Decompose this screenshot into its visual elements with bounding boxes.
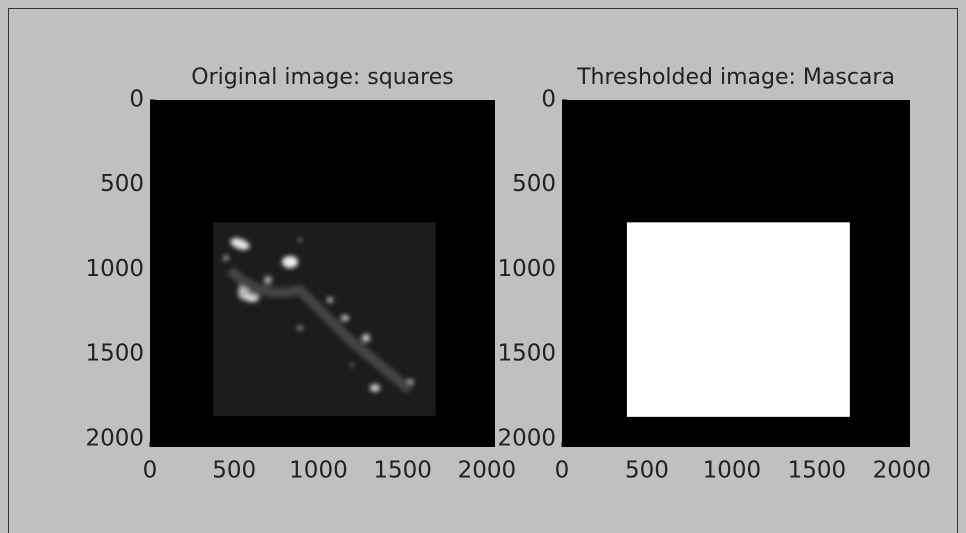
x-tick-label: 500 bbox=[625, 458, 669, 484]
y-tick-label: 500 bbox=[100, 171, 144, 197]
x-tick-label: 1500 bbox=[788, 458, 847, 484]
y-tick-label: 1500 bbox=[497, 341, 556, 367]
y-tick-label: 2000 bbox=[85, 425, 144, 451]
y-tick-label: 500 bbox=[512, 171, 556, 197]
x-tick-label: 2000 bbox=[873, 458, 932, 484]
x-tick-label: 500 bbox=[212, 458, 256, 484]
y-tick-label: 2000 bbox=[497, 425, 556, 451]
x-tick-label: 1000 bbox=[289, 458, 348, 484]
x-tick-label: 0 bbox=[555, 458, 570, 484]
x-tick-label: 0 bbox=[143, 458, 158, 484]
x-tick-label: 1000 bbox=[703, 458, 762, 484]
axes-title: Thresholded image: Mascara bbox=[576, 65, 895, 90]
y-tick-label: 1000 bbox=[85, 256, 144, 282]
y-tick-label: 1000 bbox=[497, 256, 556, 282]
image-region bbox=[627, 222, 850, 417]
y-tick-label: 1500 bbox=[85, 341, 144, 367]
x-tick-label: 2000 bbox=[458, 458, 517, 484]
y-tick-label: 0 bbox=[541, 87, 556, 113]
figure: 0 500 1000 1500 2000 0 500 1000 1500 2000 Threshol… bbox=[0, 0, 966, 533]
axes-title: Original image: squares bbox=[191, 65, 453, 90]
y-tick-label: 0 bbox=[129, 87, 144, 113]
x-tick-label: 1500 bbox=[373, 458, 432, 484]
